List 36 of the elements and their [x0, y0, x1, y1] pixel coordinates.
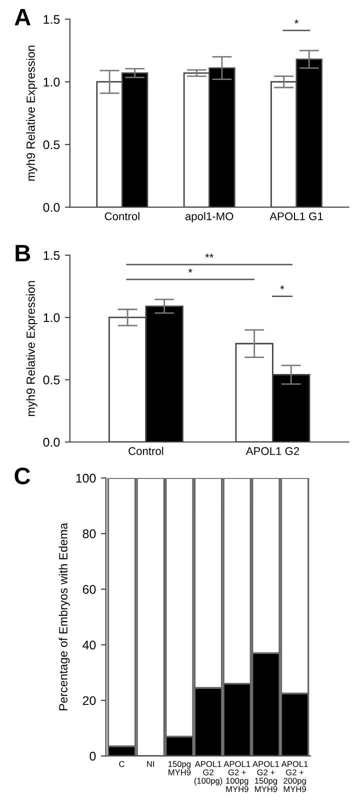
- annotation: *: [294, 20, 298, 24]
- x-tick-label: Control: [128, 446, 164, 456]
- x-tick-label: APOL1 G2: [246, 447, 300, 456]
- x-tick-label: APOL1 G2 + 100pg MYH9: [224, 761, 250, 792]
- y-tick-label: 80: [82, 529, 96, 538]
- annotation: **: [205, 254, 214, 258]
- x-tick-label: Control: [104, 212, 140, 220]
- annotation: *: [188, 268, 192, 272]
- y-tick-label: 0.0: [43, 203, 60, 212]
- y-tick-label: 60: [82, 585, 96, 594]
- y-tick-label: 0: [90, 752, 96, 761]
- y-tick-label: 100: [76, 474, 96, 483]
- annotation: *: [280, 285, 284, 290]
- x-tick-label: APOL1 G2 + 150pg MYH9: [252, 761, 279, 792]
- y-tick-label: 40: [82, 640, 96, 650]
- y-tick-label: 0.5: [43, 140, 60, 150]
- x-tick-label: apol1-MO: [185, 212, 234, 222]
- y-tick-label: 0.5: [43, 376, 60, 384]
- y-tick-label: 1.5: [44, 251, 60, 260]
- x-tick-label: NI: [147, 761, 154, 767]
- y-tick-label: 1.0: [44, 313, 60, 322]
- x-tick-label: 150pg MYH9: [168, 761, 191, 776]
- y-tick-label: 20: [82, 696, 96, 706]
- x-tick-label: APOL1 G2 + 200pg MYH9: [281, 761, 308, 792]
- x-tick-label: APOL1 G2 (100pg): [194, 761, 222, 786]
- chart-title: C: [14, 468, 30, 484]
- y-axis-title: myh9 Relative Expression: [26, 46, 38, 181]
- y-tick-label: 0.0: [43, 438, 60, 447]
- x-tick-label: C: [119, 761, 124, 767]
- x-tick-label: APOL1 G1: [270, 212, 323, 220]
- y-tick-label: 1.5: [44, 15, 60, 24]
- y-axis-title: Percentage of Embryos with Edema: [58, 522, 70, 710]
- y-tick-label: 1.0: [44, 78, 60, 87]
- chart-title: A: [14, 9, 31, 26]
- chart-title: B: [16, 245, 30, 262]
- y-axis-title: myh9 Relative Expression: [26, 281, 38, 416]
